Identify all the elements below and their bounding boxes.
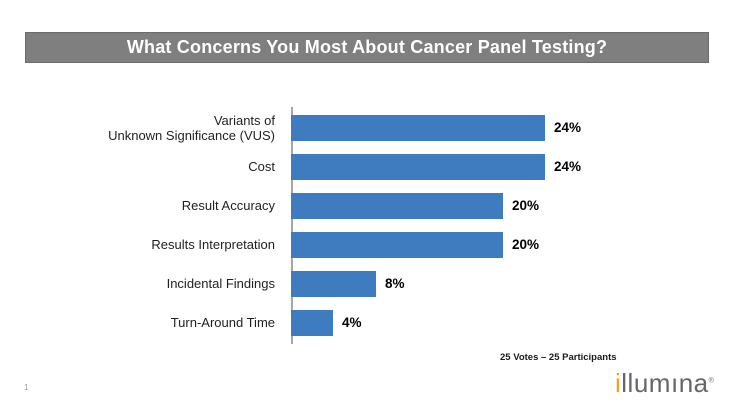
category-label: Incidental Findings <box>166 276 275 291</box>
illumina-logo: illumına® <box>615 368 714 399</box>
slide-title: What Concerns You Most About Cancer Pane… <box>126 37 608 57</box>
category-label: Variants of Unknown Significance (VUS) <box>108 112 275 143</box>
bar-value-label: 24% <box>554 159 582 174</box>
chart-row: Incidental Findings 8% <box>40 264 700 303</box>
bar-value-label: 24% <box>554 120 582 135</box>
bar-zone: 8% <box>291 264 700 303</box>
bar-value-label: 8% <box>385 276 405 291</box>
logo-dotless-i: ı <box>670 368 679 398</box>
bar-zone: 20% <box>291 186 700 225</box>
category-label: Cost <box>248 159 275 174</box>
logo-letter-i-orange: i <box>615 368 622 398</box>
registered-trademark-mark: ® <box>708 377 715 385</box>
bar-value-label: 20% <box>512 237 540 252</box>
chart-row: Turn-Around Time 4% <box>40 303 700 342</box>
bar-zone: 4% <box>291 303 700 342</box>
chart-row: Variants of Unknown Significance (VUS) 24… <box>40 108 700 147</box>
slide-title-bar: What Concerns You Most About Cancer Pane… <box>25 32 709 63</box>
chart-row: Result Accuracy 20% <box>40 186 700 225</box>
category-label: Results Interpretation <box>151 237 275 252</box>
category-label: Turn-Around Time <box>170 315 275 330</box>
slide-page-number: 1 <box>24 383 29 392</box>
chart-y-axis-line <box>291 107 293 344</box>
chart-footnote: 25 Votes – 25 Participants <box>500 352 617 363</box>
bar <box>291 309 333 336</box>
bar <box>291 270 376 297</box>
chart-row: Cost 24% <box>40 147 700 186</box>
bar-zone: 20% <box>291 225 700 264</box>
bar <box>291 192 503 219</box>
chart-row: Results Interpretation 20% <box>40 225 700 264</box>
bar-zone: 24% <box>291 108 700 147</box>
bar-zone: 24% <box>291 147 700 186</box>
category-label: Result Accuracy <box>181 198 275 213</box>
bar <box>291 114 545 141</box>
bar <box>291 153 545 180</box>
bar-chart: Variants of Unknown Significance (VUS) 24… <box>40 108 700 342</box>
bar-value-label: 20% <box>512 198 540 213</box>
bar <box>291 231 503 258</box>
logo-text-llum: llum <box>621 368 671 398</box>
logo-text-na: na <box>678 368 709 398</box>
bar-value-label: 4% <box>342 315 362 330</box>
